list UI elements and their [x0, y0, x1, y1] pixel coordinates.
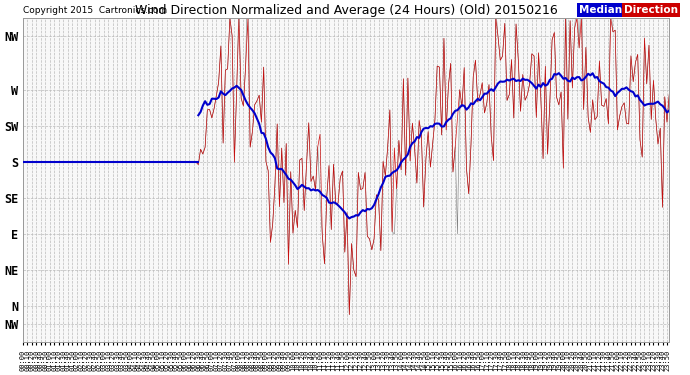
Title: Wind Direction Normalized and Average (24 Hours) (Old) 20150216: Wind Direction Normalized and Average (2… [135, 4, 558, 17]
Text: Copyright 2015  Cartronics.com: Copyright 2015 Cartronics.com [23, 6, 167, 15]
Text: Median: Median [579, 5, 622, 15]
Text: Direction: Direction [624, 5, 678, 15]
